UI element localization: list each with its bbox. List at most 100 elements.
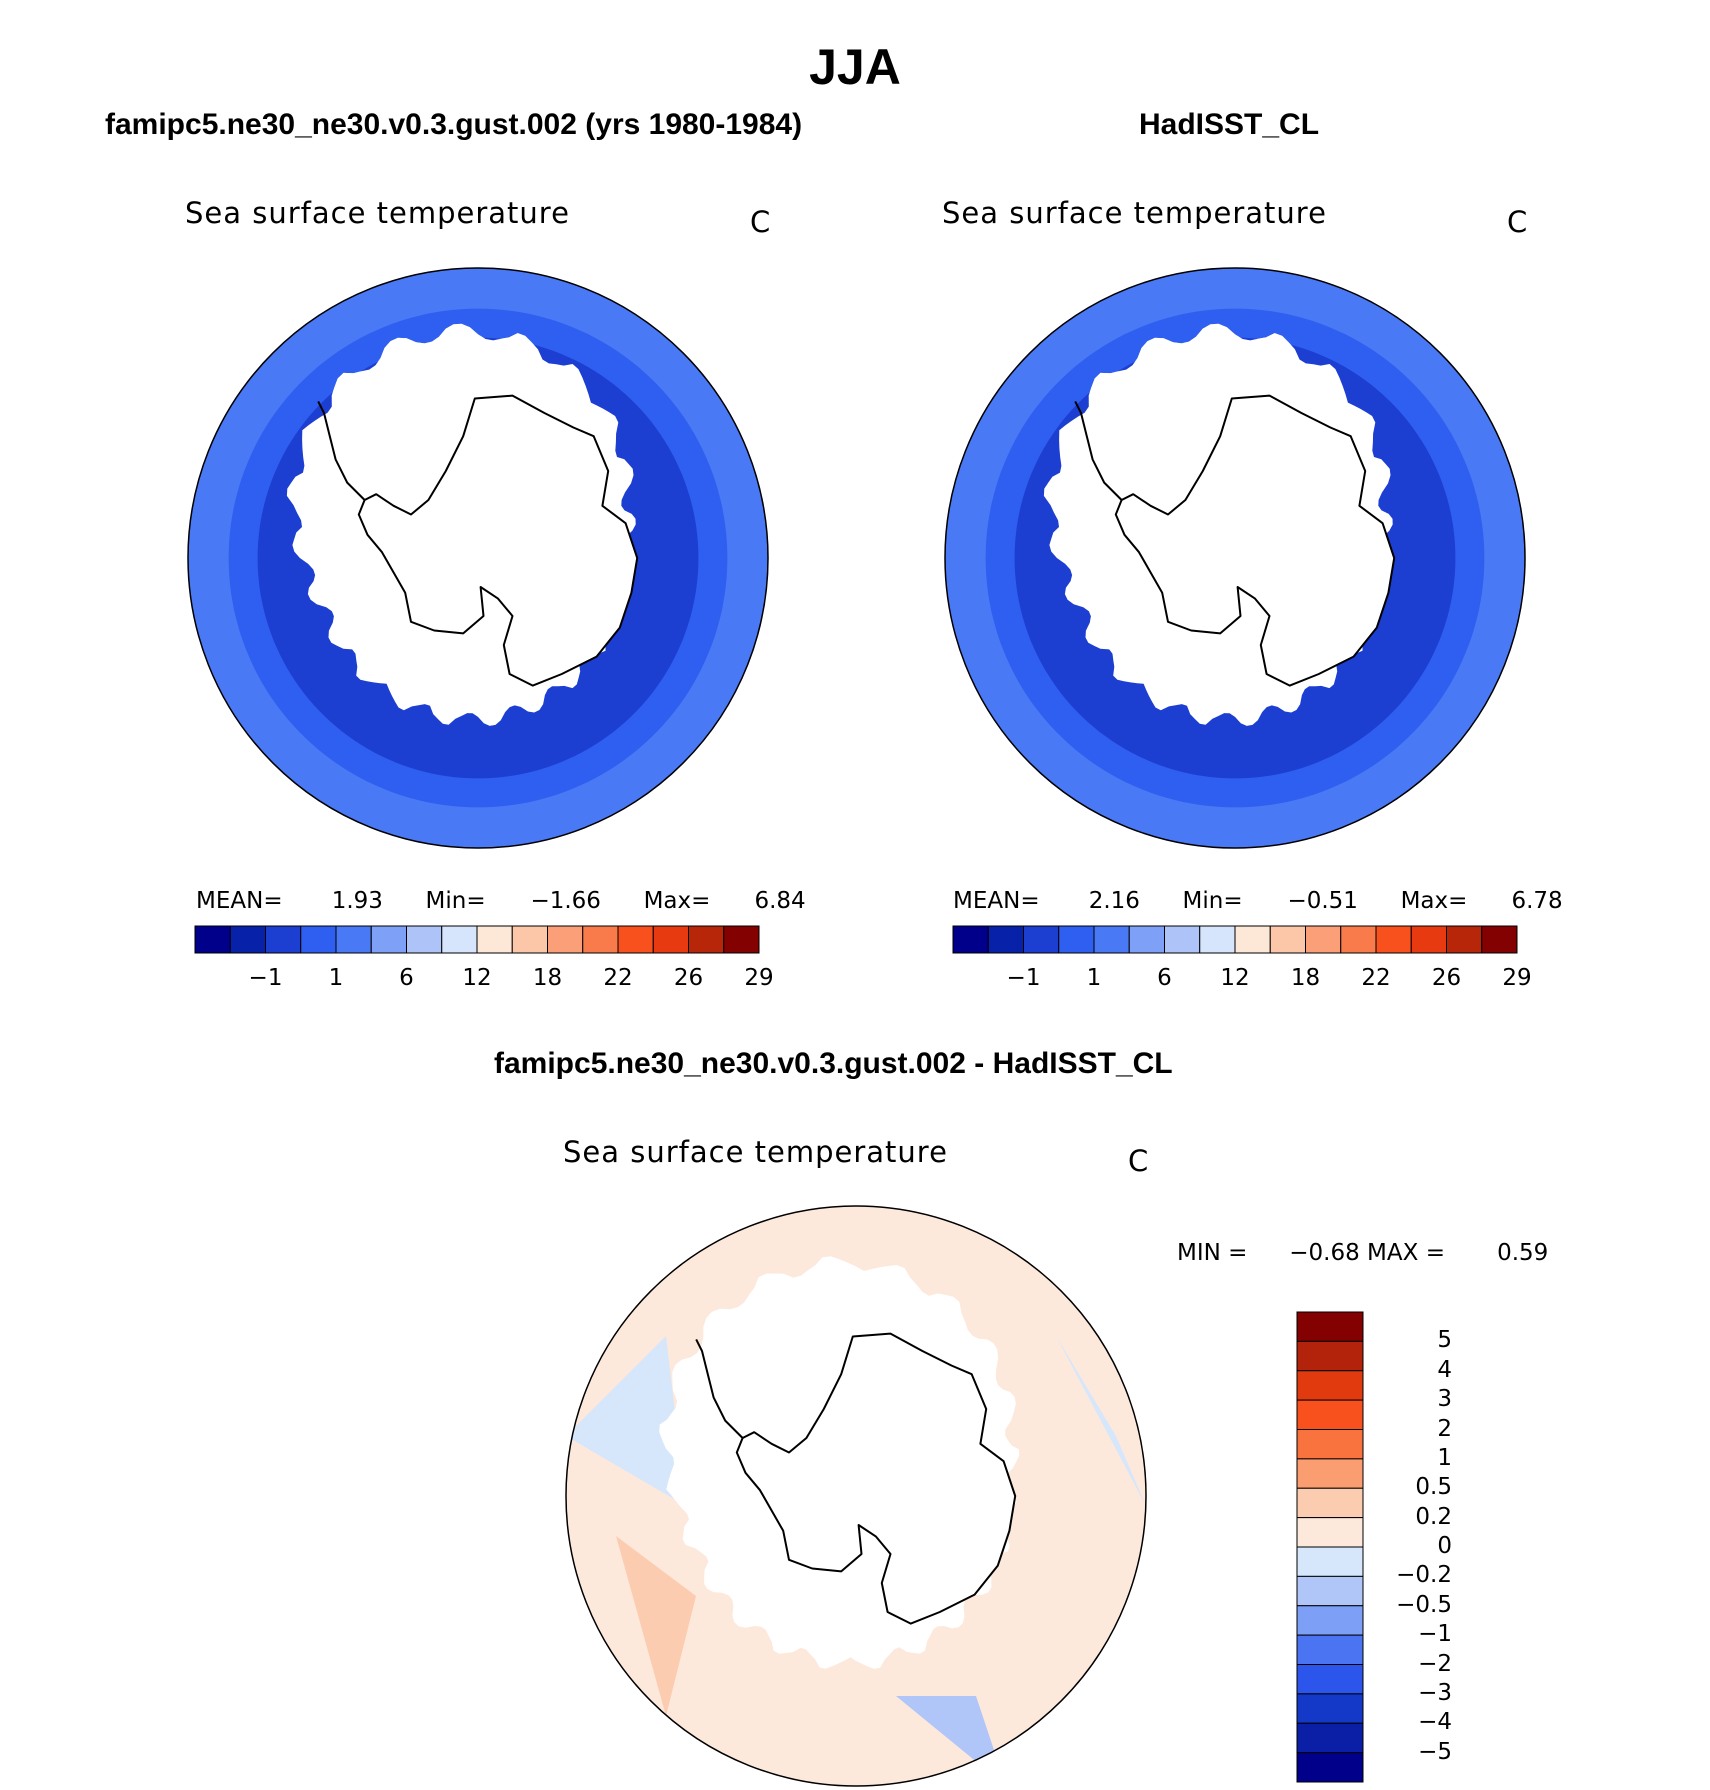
panel-2-colorbar-swatch — [1234, 925, 1271, 954]
panel-1-sst-band — [257, 325, 699, 779]
panel-1-colorbar-swatch — [617, 925, 654, 954]
diff-colorbar-swatch — [1296, 1634, 1364, 1665]
diff-panel-colorbar — [1296, 1311, 1364, 1783]
diff-colorbar-swatch — [1296, 1722, 1364, 1754]
panel-2-mean-label: MEAN= — [953, 888, 1040, 914]
panel-2-colorbar-ticks: −1 1 6 12 18 22 26 29 — [952, 965, 1532, 995]
panel-2-min-label: Min= — [1182, 888, 1243, 914]
panel-1-mean: 1.93 — [331, 888, 383, 914]
panel-2-stats: MEAN= 2.16 Min= −0.51 Max= 6.78 — [953, 888, 1563, 914]
panel-2-antarctica-coastline — [1114, 394, 1396, 687]
panel-2-colorbar-tick-label: 22 — [1361, 965, 1391, 991]
diff-max-label: MAX = — [1367, 1240, 1445, 1266]
diff-colorbar-tick-label: 3 — [1437, 1386, 1452, 1413]
diff-colorbar-tick-label: −4 — [1418, 1709, 1452, 1736]
panel-1-peninsula-coastline — [317, 400, 366, 501]
diff-colorbar-swatch — [1296, 1517, 1364, 1548]
diff-panel-stats: MIN = −0.68 MAX = 0.59 — [1177, 1240, 1548, 1266]
diff-panel-peninsula-coastline — [695, 1338, 744, 1439]
panel-2-map-border — [944, 267, 1526, 849]
panel-1-antarctica-coastline — [357, 394, 639, 687]
diff-colorbar-swatch — [1296, 1693, 1364, 1724]
panel-1-colorbar-swatch — [229, 925, 266, 954]
diff-panel-diff-field — [616, 1536, 696, 1716]
panel-1-mean-label: MEAN= — [196, 888, 283, 914]
diff-colorbar-swatch — [1296, 1458, 1364, 1489]
panel-1-colorbar-tick-label: 26 — [673, 965, 704, 991]
diff-colorbar-tick-label: −3 — [1418, 1679, 1452, 1706]
diff-colorbar-swatch — [1296, 1429, 1364, 1460]
panel-1-colorbar-tick-label: 18 — [532, 965, 563, 991]
panel-2-colorbar-tick-label: 18 — [1290, 965, 1321, 991]
diff-colorbar-swatch — [1296, 1311, 1364, 1342]
panel-2-colorbar-tick-label: 29 — [1502, 965, 1532, 991]
diff-colorbar-swatch — [1296, 1399, 1364, 1430]
diff-max: 0.59 — [1497, 1240, 1549, 1266]
panel-2-colorbar-swatch — [1481, 925, 1518, 954]
panel-1-variable: Sea surface temperature — [185, 196, 570, 230]
diff-panel-map — [565, 1205, 1147, 1787]
diff-colorbar-swatch — [1296, 1664, 1364, 1695]
panel-2-colorbar-tick-label: 26 — [1431, 965, 1462, 991]
panel-1-title: famipc5.ne30_ne30.v0.3.gust.002 (yrs 198… — [105, 108, 803, 141]
panel-1-colorbar-tick-label: 6 — [399, 965, 414, 991]
panel-2-colorbar-swatch — [1375, 925, 1412, 954]
panel-1-colorbar-swatch — [652, 925, 689, 954]
panel-1-colorbar-tick-label: 22 — [603, 965, 633, 991]
diff-panel-unit: C — [1128, 1144, 1149, 1178]
panel-1-colorbar — [194, 925, 760, 954]
panel-2-map — [944, 267, 1526, 849]
panel-2-colorbar-swatch — [1093, 925, 1130, 954]
panel-2-colorbar-swatch — [1305, 925, 1342, 954]
panel-1-colorbar-swatch — [441, 925, 478, 954]
panel-1-colorbar-swatch — [300, 925, 337, 954]
panel-2-colorbar-swatch — [1058, 925, 1095, 954]
panel-1-min-label: Min= — [425, 888, 486, 914]
diff-colorbar-swatch — [1296, 1605, 1364, 1636]
panel-2-colorbar-swatch — [1164, 925, 1201, 954]
panel-2-colorbar-tick-label: 12 — [1220, 965, 1250, 991]
panel-2-max: 6.78 — [1511, 888, 1563, 914]
panel-2-sst-band — [1014, 325, 1456, 779]
panel-2-colorbar-tick-label: 6 — [1157, 965, 1172, 991]
diff-colorbar-swatch — [1296, 1487, 1364, 1519]
panel-1-colorbar-swatch — [476, 925, 513, 954]
panel-1-unit: C — [750, 205, 771, 239]
panel-1-map-border — [187, 267, 769, 849]
diff-colorbar-swatch — [1296, 1575, 1364, 1607]
panel-2-max-label: Max= — [1400, 888, 1468, 914]
panel-2-colorbar-swatch — [1128, 925, 1165, 954]
diff-panel-diff-field — [566, 1336, 686, 1506]
diff-colorbar-tick-label: 2 — [1437, 1415, 1452, 1442]
panel-1-colorbar-ticks: −1 1 6 12 18 22 26 29 — [194, 965, 774, 995]
diff-colorbar-tick-label: −2 — [1418, 1650, 1452, 1677]
diff-panel-map-border — [565, 1205, 1147, 1787]
panel-2-colorbar-swatch — [1199, 925, 1236, 954]
diff-panel-variable: Sea surface temperature — [563, 1135, 948, 1169]
diff-panel-colorbar-ticks: 5 4 3 2 1 0.5 0.2 0 −0.2 −0.5 −1 −2 −3 −4 −5 — [1370, 1311, 1490, 1783]
panel-1-colorbar-swatch — [688, 925, 725, 954]
panel-2-title: HadISST_CL — [1139, 108, 1320, 141]
panel-1-colorbar-swatch — [335, 925, 372, 954]
panel-2-peninsula-coastline — [1074, 400, 1123, 501]
diff-colorbar-tick-label: 0 — [1437, 1533, 1452, 1559]
panel-2-mean: 2.16 — [1088, 888, 1140, 914]
panel-1-max-label: Max= — [643, 888, 711, 914]
panel-1-max: 6.84 — [754, 888, 806, 914]
panel-1-colorbar-swatch — [406, 925, 443, 954]
panel-1-colorbar-swatch — [547, 925, 584, 954]
diff-panel-diff-field — [1056, 1336, 1146, 1506]
panel-1-colorbar-swatch — [582, 925, 619, 954]
diff-colorbar-tick-label: 0.5 — [1415, 1474, 1452, 1501]
panel-2-min: −0.51 — [1287, 888, 1358, 914]
panel-2-colorbar-swatch — [987, 925, 1024, 954]
panel-2-colorbar-swatch — [952, 925, 989, 954]
panel-1-colorbar-tick-label: −1 — [248, 965, 283, 991]
panel-2-colorbar — [952, 925, 1518, 954]
panel-1-colorbar-swatch — [265, 925, 302, 954]
diff-colorbar-tick-label: −0.2 — [1396, 1562, 1452, 1589]
panel-2-unit: C — [1507, 205, 1528, 239]
panel-1-colorbar-swatch — [723, 925, 760, 954]
diff-colorbar-tick-label: 1 — [1437, 1444, 1452, 1471]
panel-2-colorbar-swatch — [1446, 925, 1483, 954]
